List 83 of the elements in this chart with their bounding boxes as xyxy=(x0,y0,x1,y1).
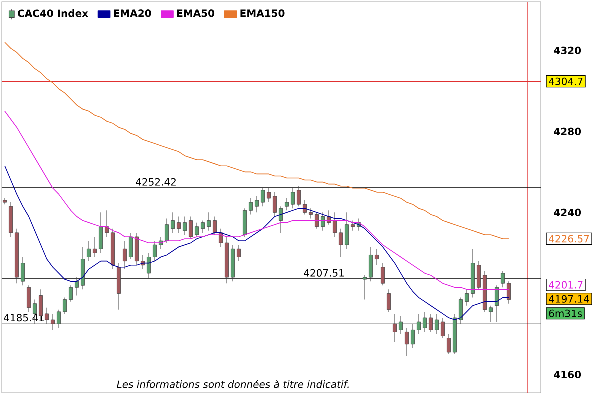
candlestick xyxy=(488,306,493,322)
candlestick xyxy=(129,232,134,260)
candlestick xyxy=(387,289,391,312)
text: 4226.57 xyxy=(549,235,590,243)
ref-line-label: 4185.41 xyxy=(4,314,44,322)
candlestick xyxy=(435,314,439,335)
candlestick xyxy=(249,198,253,215)
candlestick xyxy=(338,228,343,258)
candlestick xyxy=(267,188,272,203)
candlestick xyxy=(93,236,98,258)
candlestick xyxy=(321,212,325,232)
candlestick xyxy=(21,256,26,286)
text: 4201.7 xyxy=(549,281,583,289)
candlestick xyxy=(207,212,212,232)
candlestick xyxy=(411,324,415,349)
candlestick xyxy=(369,246,373,282)
candlestick xyxy=(147,252,151,280)
candlestick xyxy=(195,222,199,238)
legend-label: EMA50 xyxy=(178,10,215,18)
y-tick-label: 4240 xyxy=(554,208,582,216)
candlestick xyxy=(404,328,409,357)
candlestick xyxy=(279,206,283,234)
y-tick-label: 4320 xyxy=(554,46,582,54)
candlestick xyxy=(363,275,367,300)
ref-line-label: 4207.51 xyxy=(304,269,344,277)
candlestick xyxy=(171,212,175,234)
legend-label: CAC40 Index xyxy=(18,10,88,18)
y-tick-label: 4280 xyxy=(554,128,582,136)
candlestick xyxy=(464,289,469,306)
ref-line-label: 4252.42 xyxy=(136,178,176,186)
candlestick xyxy=(189,216,193,240)
legend-label: EMA20 xyxy=(114,10,152,18)
candlestick xyxy=(165,218,170,244)
candlestick xyxy=(255,196,259,213)
candlestick xyxy=(398,316,403,335)
candlestick xyxy=(380,263,385,286)
candlestick xyxy=(303,200,307,215)
candlestick xyxy=(105,210,110,238)
candlestick xyxy=(297,186,301,207)
candlestick xyxy=(309,208,313,220)
candlestick xyxy=(273,192,277,218)
candlestick xyxy=(69,285,74,302)
text: 6m31s xyxy=(549,310,582,318)
candlestick xyxy=(123,240,128,270)
candlestick xyxy=(422,312,427,332)
candlestick xyxy=(393,314,397,343)
ref-line-label: 4304.7 xyxy=(549,78,583,86)
candlestick xyxy=(291,188,295,209)
candlestick xyxy=(315,212,319,230)
candlestick xyxy=(87,240,92,262)
candlestick xyxy=(446,334,451,355)
legend-label: EMA150 xyxy=(240,10,285,18)
candlestick xyxy=(494,285,499,322)
candlestick xyxy=(57,310,62,328)
candlestick xyxy=(345,212,349,250)
candlestick xyxy=(75,277,80,296)
text: 4197.14 xyxy=(549,295,590,303)
candlestick xyxy=(51,314,56,330)
candlestick xyxy=(183,216,188,236)
candlestick xyxy=(261,188,265,207)
candlestick xyxy=(237,244,241,262)
candlestick xyxy=(477,261,481,290)
candlestick xyxy=(3,198,8,205)
candlestick xyxy=(333,212,337,238)
candlestick xyxy=(428,314,433,332)
candlestick xyxy=(201,220,206,234)
candlestick xyxy=(213,216,217,236)
candlestick xyxy=(177,216,182,234)
candlestick xyxy=(99,212,104,254)
candlestick xyxy=(500,271,505,288)
candlestick xyxy=(153,240,158,262)
candlestick xyxy=(63,298,68,314)
candlestick xyxy=(417,314,421,335)
candlestick xyxy=(351,220,355,232)
candlestick xyxy=(285,198,289,211)
candlestick xyxy=(27,285,32,312)
candlestick xyxy=(45,308,50,324)
candlestick xyxy=(440,318,445,339)
annotation: Les informations sont données à titre indicatif. xyxy=(117,380,349,388)
candlestick xyxy=(506,281,511,304)
candlestick xyxy=(375,248,379,266)
candlestick xyxy=(458,298,463,324)
y-tick-label: 4160 xyxy=(554,370,582,379)
